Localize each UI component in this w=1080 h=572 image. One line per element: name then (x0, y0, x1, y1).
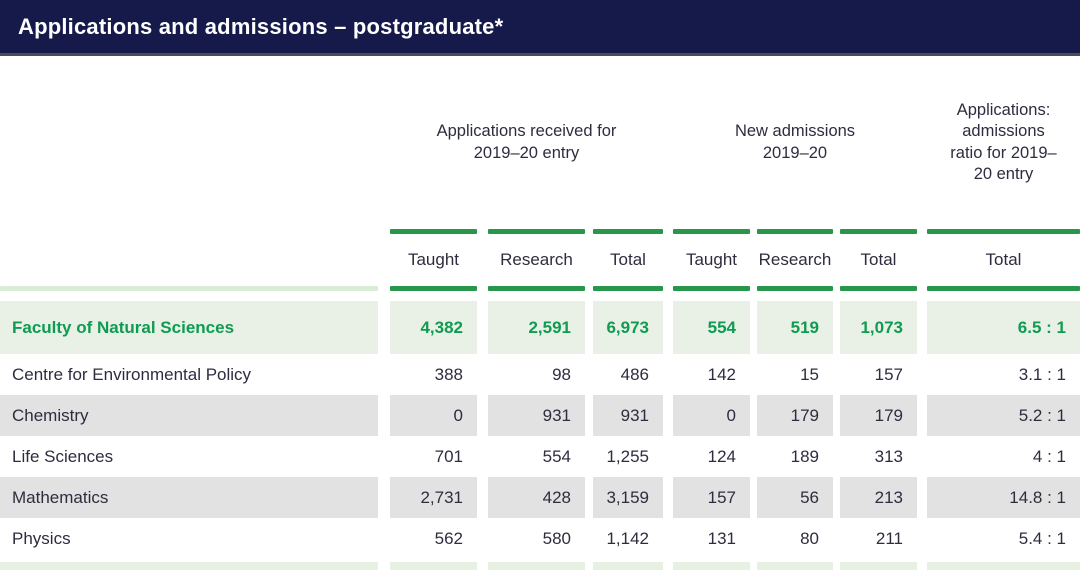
cell-adm-research: 56 (757, 477, 833, 518)
cell-ratio: 3.1 : 1 (927, 354, 1080, 395)
strip-segment (840, 562, 917, 570)
cell-apps-taught: 388 (390, 354, 477, 395)
cell-adm-taught: 0 (673, 395, 750, 436)
column-header-adm-total: Total (860, 250, 897, 269)
group-header-ratio: Applications: admissions ratio for 2019–… (950, 101, 1057, 183)
cell-apps-total: 1,255 (593, 436, 663, 477)
cell-apps-total: 6,973 (593, 301, 663, 354)
column-header-row: Taught Research Total Taught Research To… (0, 234, 1080, 286)
row-label: Mathematics (0, 477, 378, 518)
column-header-apps-total: Total (610, 250, 646, 269)
cell-apps-research: 98 (488, 354, 585, 395)
cell-adm-research: 519 (757, 301, 833, 354)
group-header-admissions: New admissions 2019–20 (734, 122, 856, 162)
cell-adm-research: 15 (757, 354, 833, 395)
table-row: Centre for Environmental Policy 388 98 4… (0, 354, 1080, 395)
cell-adm-taught: 131 (673, 518, 750, 559)
rule-segment (927, 229, 1080, 234)
row-label: Centre for Environmental Policy (0, 354, 378, 395)
cell-adm-taught: 157 (673, 477, 750, 518)
cell-apps-total: 3,159 (593, 477, 663, 518)
row-label: Chemistry (0, 395, 378, 436)
cell-apps-taught: 562 (390, 518, 477, 559)
column-header-adm-taught: Taught (685, 250, 738, 269)
table-row: Life Sciences 701 554 1,255 124 189 313 … (0, 436, 1080, 477)
table-row: Mathematics 2,731 428 3,159 157 56 213 1… (0, 477, 1080, 518)
cell-adm-total: 157 (840, 354, 917, 395)
cell-adm-taught: 124 (673, 436, 750, 477)
cell-adm-research: 80 (757, 518, 833, 559)
strip-segment (488, 562, 585, 570)
cell-adm-total: 211 (840, 518, 917, 559)
cell-ratio: 14.8 : 1 (927, 477, 1080, 518)
page-title-bar: Applications and admissions – postgradua… (0, 0, 1080, 56)
column-header-adm-research: Research (758, 250, 832, 269)
cell-apps-taught: 701 (390, 436, 477, 477)
cell-ratio: 5.2 : 1 (927, 395, 1080, 436)
column-header-apps-research: Research (500, 250, 573, 269)
cell-adm-total: 313 (840, 436, 917, 477)
cell-apps-research: 554 (488, 436, 585, 477)
cell-apps-research: 931 (488, 395, 585, 436)
cell-apps-total: 1,142 (593, 518, 663, 559)
rule-segment (840, 286, 917, 291)
rule-segment (390, 286, 477, 291)
rule-segment (390, 229, 477, 234)
cell-adm-total: 1,073 (840, 301, 917, 354)
cell-ratio: 6.5 : 1 (927, 301, 1080, 354)
table-row: Chemistry 0 931 931 0 179 179 5.2 : 1 (0, 395, 1080, 436)
strip-segment (593, 562, 663, 570)
rule-segment (673, 286, 750, 291)
rule-segment (927, 286, 1080, 291)
group-header-applications: Applications received for 2019–20 entry (436, 122, 617, 162)
rule-segment (593, 286, 663, 291)
cell-apps-research: 428 (488, 477, 585, 518)
cell-apps-taught: 4,382 (390, 301, 477, 354)
strip-segment (927, 562, 1080, 570)
cell-adm-total: 179 (840, 395, 917, 436)
next-row-edge-strip (0, 562, 1080, 570)
strip-segment (0, 562, 378, 570)
cell-apps-taught: 0 (390, 395, 477, 436)
table-row: Physics 562 580 1,142 131 80 211 5.4 : 1 (0, 518, 1080, 559)
strip-segment (673, 562, 750, 570)
cell-apps-research: 580 (488, 518, 585, 559)
green-rule-bottom (0, 286, 1080, 291)
rule-segment (593, 229, 663, 234)
cell-ratio: 4 : 1 (927, 436, 1080, 477)
strip-segment (390, 562, 477, 570)
cell-adm-taught: 554 (673, 301, 750, 354)
row-label: Physics (0, 518, 378, 559)
rule-segment (673, 229, 750, 234)
cell-adm-research: 179 (757, 395, 833, 436)
cell-apps-research: 2,591 (488, 301, 585, 354)
column-header-apps-taught: Taught (407, 250, 460, 269)
cell-apps-taught: 2,731 (390, 477, 477, 518)
rule-segment (488, 286, 585, 291)
group-header-row: Applications received for 2019–20 entry … (0, 56, 1080, 229)
rule-segment (757, 286, 833, 291)
spacer (0, 291, 1080, 301)
cell-adm-research: 189 (757, 436, 833, 477)
cell-ratio: 5.4 : 1 (927, 518, 1080, 559)
cell-adm-taught: 142 (673, 354, 750, 395)
cell-adm-total: 213 (840, 477, 917, 518)
green-rule-top (0, 229, 1080, 234)
column-header-ratio-total: Total (985, 250, 1022, 269)
rule-segment (757, 229, 833, 234)
rule-segment (840, 229, 917, 234)
cell-apps-total: 931 (593, 395, 663, 436)
rule-segment-pale (0, 286, 378, 291)
cell-apps-total: 486 (593, 354, 663, 395)
table-row-faculty-total: Faculty of Natural Sciences 4,382 2,591 … (0, 301, 1080, 354)
rule-segment (488, 229, 585, 234)
row-label: Life Sciences (0, 436, 378, 477)
row-label: Faculty of Natural Sciences (0, 301, 378, 354)
strip-segment (757, 562, 833, 570)
page-title: Applications and admissions – postgradua… (18, 13, 504, 39)
